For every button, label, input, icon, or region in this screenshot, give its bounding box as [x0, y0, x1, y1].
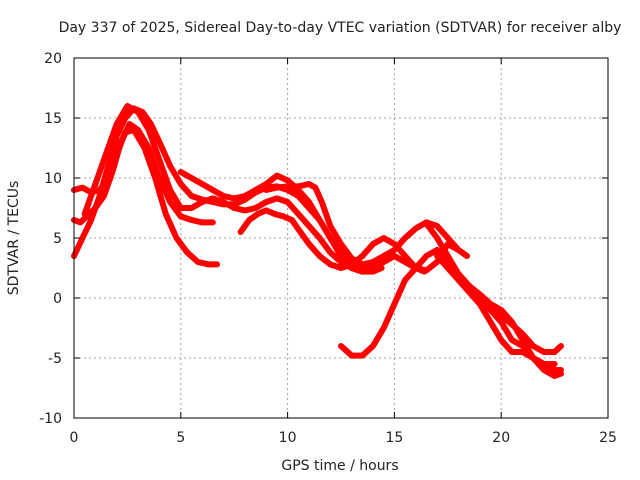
x-tick-label: 0 [70, 430, 79, 446]
series-layer [71, 103, 564, 379]
series-line-trace-5 [177, 169, 428, 275]
series-line-trace-4 [81, 103, 385, 275]
x-tick-label: 15 [385, 430, 403, 446]
series-line-trace-6 [237, 207, 470, 274]
series-line-trace-11 [455, 271, 558, 367]
y-axis-label: SDTVAR / TECUs [6, 181, 22, 296]
x-tick-label: 10 [279, 430, 297, 446]
y-tick-label: -5 [48, 351, 62, 367]
series-line-trace-9 [423, 220, 564, 355]
x-tick-label: 25 [599, 430, 617, 446]
chart-title: Day 337 of 2025, Sidereal Day-to-day VTE… [59, 20, 622, 36]
y-tick-label: 10 [44, 171, 62, 187]
x-tick-label: 5 [176, 430, 185, 446]
series-line-trace-10 [434, 253, 564, 379]
y-tick-label: 15 [44, 111, 62, 127]
x-axis-label: GPS time / hours [281, 458, 398, 474]
tick-layer: 0 5 10 15 20 25 -10 -5 0 5 10 15 20 [39, 51, 617, 446]
grid-layer [74, 58, 608, 418]
y-tick-label: 20 [44, 51, 62, 67]
y-tick-label: 0 [53, 291, 62, 307]
y-tick-label: -10 [39, 411, 62, 427]
y-tick-label: 5 [53, 231, 62, 247]
x-tick-label: 20 [492, 430, 510, 446]
